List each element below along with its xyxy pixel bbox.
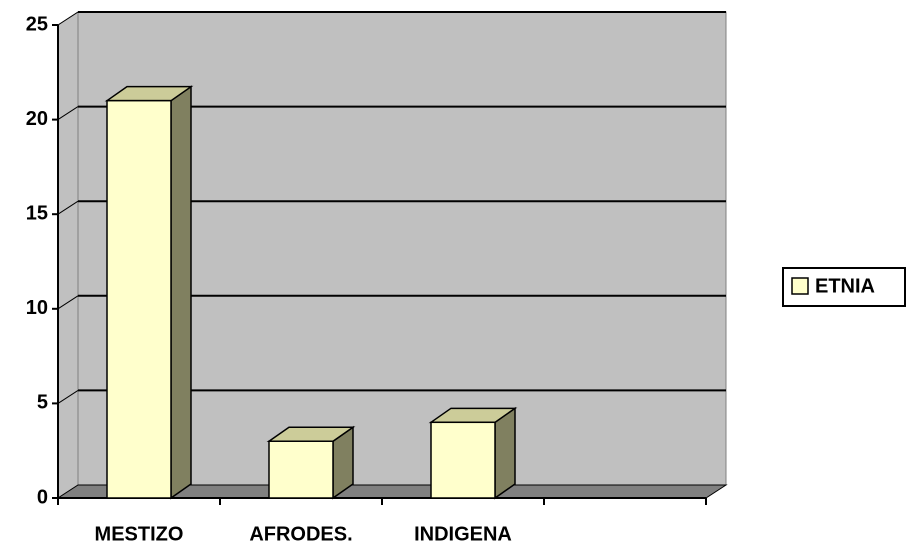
bar-side bbox=[494, 406, 516, 500]
grid-line-side bbox=[57, 295, 79, 310]
bar bbox=[106, 99, 172, 499]
y-tick-label: 20 bbox=[26, 108, 48, 130]
left-wall bbox=[57, 11, 79, 499]
grid-line-side bbox=[57, 389, 79, 404]
x-tick-label: INDIGENA bbox=[414, 523, 512, 545]
bar-side bbox=[170, 85, 192, 500]
x-tick-label: MESTIZO bbox=[95, 523, 184, 545]
x-tick-label: AFRODES. bbox=[249, 523, 352, 545]
bar bbox=[430, 421, 496, 499]
y-tick-label: 25 bbox=[26, 13, 48, 35]
grid-line-side bbox=[57, 200, 79, 215]
grid-line-side bbox=[57, 106, 79, 121]
y-tick-label: 0 bbox=[37, 486, 48, 508]
y-tick-label: 5 bbox=[37, 392, 48, 414]
bar bbox=[268, 440, 334, 499]
legend-swatch bbox=[791, 277, 809, 295]
y-tick-label: 15 bbox=[26, 202, 48, 224]
y-tick-label: 10 bbox=[26, 297, 48, 319]
legend-label: ETNIA bbox=[815, 275, 875, 297]
grid-line-side bbox=[57, 11, 79, 26]
